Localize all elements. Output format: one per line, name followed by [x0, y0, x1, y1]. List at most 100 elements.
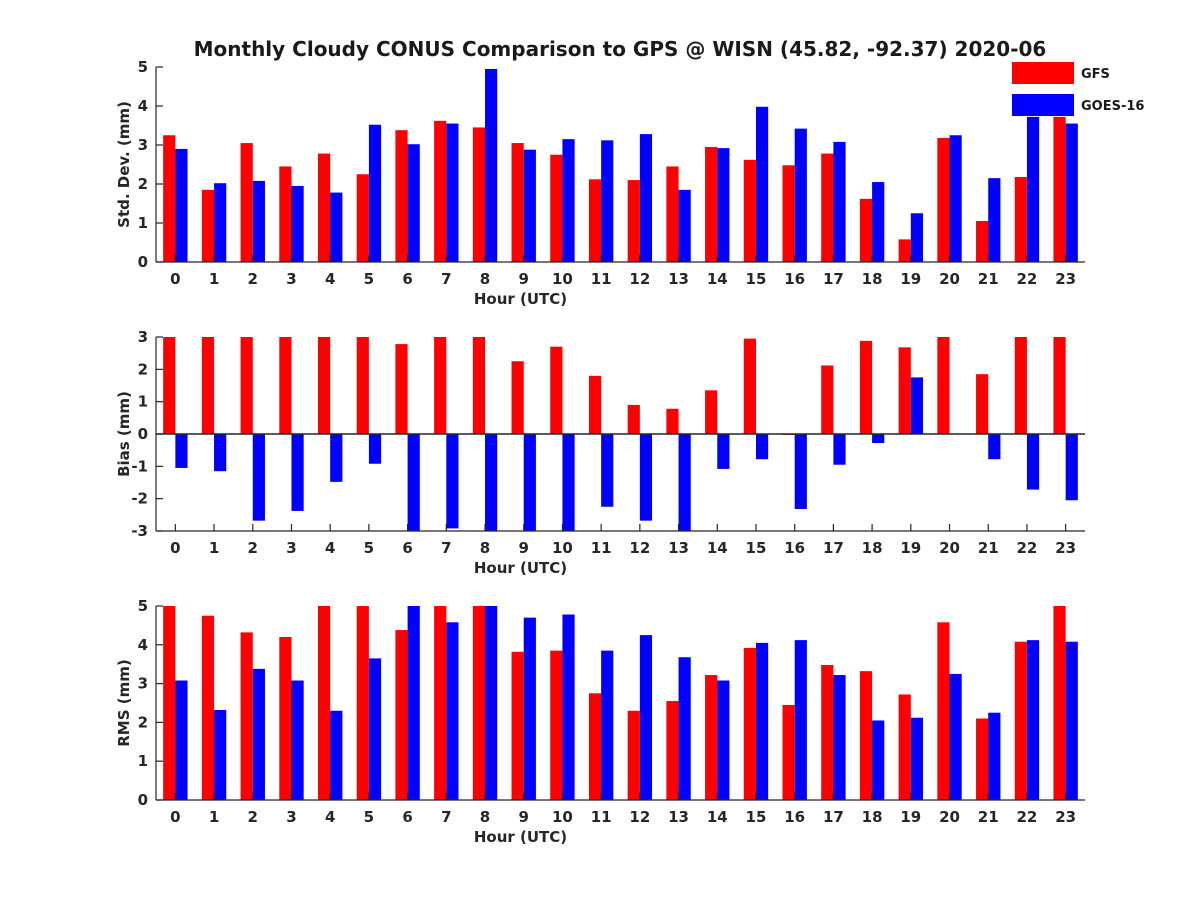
- rms-x-tick-label-21: 21: [978, 808, 999, 826]
- bias-bar-gfs-hour-19: [898, 347, 911, 434]
- std-dev-bar-gfs-hour-12: [627, 180, 640, 262]
- std-dev-x-axis-label: Hour (UTC): [474, 290, 567, 308]
- std-dev-bar-gfs-hour-11: [588, 179, 602, 262]
- rms-bar-goes16-hour-19: [910, 717, 923, 800]
- chart-title: Monthly Cloudy CONUS Comparison to GPS @…: [194, 37, 1047, 61]
- std-dev-bar-goes16-hour-11: [601, 140, 614, 262]
- rms-bar-goes16-hour-7: [446, 622, 459, 800]
- bias-y-tick-label-3: 3: [138, 328, 148, 346]
- rms-bar-gfs-hour-8: [472, 606, 486, 800]
- std-dev-x-tick-label-9: 9: [519, 270, 529, 288]
- bias-bar-gfs-hour-10: [550, 346, 563, 434]
- rms-bar-gfs-hour-20: [937, 622, 950, 800]
- std-dev-x-tick-label-6: 6: [402, 270, 412, 288]
- std-dev-x-tick-label-12: 12: [629, 270, 650, 288]
- rms-y-tick-label-0: 0: [138, 791, 148, 809]
- std-dev-x-tick-label-11: 11: [591, 270, 612, 288]
- bias-x-tick-label-13: 13: [668, 539, 689, 557]
- std-dev-bar-goes16-hour-2: [252, 180, 265, 262]
- std-dev-bar-gfs-hour-17: [821, 153, 834, 262]
- bias-bar-goes16-hour-22: [1026, 434, 1040, 490]
- std-dev-bar-gfs-hour-14: [705, 146, 718, 262]
- std-dev-bar-gfs-hour-16: [782, 165, 795, 262]
- rms-bar-gfs-hour-21: [976, 718, 989, 800]
- rms-x-tick-label-6: 6: [402, 808, 412, 826]
- rms-x-tick-label-8: 8: [480, 808, 490, 826]
- rms-x-tick-label-18: 18: [862, 808, 883, 826]
- std-dev-x-tick-label-20: 20: [939, 270, 960, 288]
- std-dev-bar-gfs-hour-20: [937, 137, 950, 262]
- legend-label-goes16: GOES-16: [1081, 99, 1144, 114]
- bias-bar-gfs-hour-13: [666, 408, 679, 434]
- rms-y-tick-label-3: 3: [138, 675, 148, 693]
- std-dev-bar-gfs-hour-10: [550, 154, 563, 262]
- rms-bar-goes16-hour-1: [214, 709, 227, 800]
- rms-bar-gfs-hour-17: [821, 664, 834, 800]
- rms-y-tick-label-4: 4: [138, 636, 148, 654]
- std-dev-x-tick-label-8: 8: [480, 270, 490, 288]
- rms-x-tick-label-23: 23: [1055, 808, 1076, 826]
- rms-bar-goes16-hour-17: [833, 675, 846, 800]
- bias-bar-gfs-hour-7: [434, 337, 447, 434]
- rms-x-tick-label-11: 11: [591, 808, 612, 826]
- std-dev-y-tick-label-3: 3: [138, 136, 148, 154]
- std-dev-x-tick-label-3: 3: [286, 270, 296, 288]
- rms-bar-gfs-hour-0: [163, 606, 176, 800]
- rms-y-tick-label-2: 2: [138, 713, 148, 731]
- rms-x-tick-label-1: 1: [209, 808, 219, 826]
- rms-x-tick-label-5: 5: [364, 808, 374, 826]
- std-dev-bar-goes16-hour-21: [988, 178, 1001, 262]
- std-dev-bar-gfs-hour-13: [666, 166, 679, 262]
- rms-bar-goes16-hour-23: [1065, 641, 1078, 800]
- bias-bar-goes16-hour-1: [214, 434, 227, 472]
- std-dev-bar-gfs-hour-22: [1014, 176, 1027, 262]
- bias-bar-gfs-hour-0: [163, 337, 176, 434]
- std-dev-bar-gfs-hour-23: [1053, 116, 1066, 262]
- rms-x-tick-label-19: 19: [900, 808, 921, 826]
- std-dev-x-tick-label-10: 10: [552, 270, 573, 288]
- rms-bar-gfs-hour-11: [588, 693, 602, 800]
- bias-x-tick-label-16: 16: [784, 539, 805, 557]
- std-dev-x-tick-label-2: 2: [248, 270, 258, 288]
- std-dev-bar-goes16-hour-14: [717, 148, 730, 262]
- bias-bar-goes16-hour-12: [639, 434, 653, 521]
- std-dev-x-tick-label-4: 4: [325, 270, 335, 288]
- rms-bar-gfs-hour-13: [666, 701, 679, 800]
- bias-x-tick-label-3: 3: [286, 539, 296, 557]
- bias-bar-gfs-hour-20: [937, 337, 950, 434]
- rms-bar-gfs-hour-14: [705, 675, 718, 800]
- std-dev-bar-goes16-hour-4: [330, 192, 343, 262]
- bias-bar-goes16-hour-2: [252, 434, 265, 521]
- bias-x-tick-label-18: 18: [862, 539, 883, 557]
- rms-bar-goes16-hour-13: [678, 657, 691, 800]
- legend-swatch-gfs: [1012, 62, 1074, 84]
- bias-y-tick-label-2: 2: [138, 360, 148, 378]
- bias-bar-gfs-hour-15: [743, 338, 756, 434]
- legend-swatch-goes16: [1012, 94, 1074, 116]
- rms-bar-gfs-hour-12: [627, 710, 640, 800]
- bias-x-tick-label-6: 6: [402, 539, 412, 557]
- bias-bar-goes16-hour-19: [910, 377, 923, 434]
- rms-bar-gfs-hour-4: [317, 606, 331, 800]
- bias-bar-gfs-hour-3: [279, 337, 292, 434]
- std-dev-bar-goes16-hour-22: [1026, 116, 1040, 262]
- rms-x-tick-label-20: 20: [939, 808, 960, 826]
- bias-x-axis-label: Hour (UTC): [474, 559, 567, 577]
- rms-bar-gfs-hour-16: [782, 704, 795, 800]
- std-dev-bar-gfs-hour-15: [743, 159, 756, 262]
- bias-x-tick-label-22: 22: [1017, 539, 1038, 557]
- bias-bar-goes16-hour-9: [523, 434, 536, 531]
- std-dev-bar-goes16-hour-15: [755, 106, 769, 262]
- bias-x-tick-label-20: 20: [939, 539, 960, 557]
- bias-x-tick-label-19: 19: [900, 539, 921, 557]
- bias-bar-gfs-hour-1: [201, 337, 215, 434]
- std-dev-x-tick-label-1: 1: [209, 270, 219, 288]
- rms-bar-goes16-hour-0: [175, 680, 188, 800]
- std-dev-bar-gfs-hour-3: [279, 166, 292, 262]
- bias-x-tick-label-21: 21: [978, 539, 999, 557]
- rms-x-tick-label-17: 17: [823, 808, 844, 826]
- bias-bar-gfs-hour-9: [511, 361, 524, 434]
- bias-bar-goes16-hour-10: [562, 434, 575, 531]
- rms-bar-goes16-hour-4: [330, 710, 343, 800]
- rms-bar-gfs-hour-1: [201, 615, 215, 800]
